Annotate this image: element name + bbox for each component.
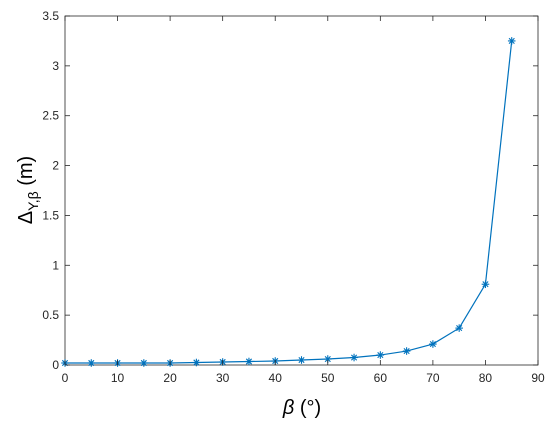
y-tick-label: 3.5 bbox=[42, 9, 59, 23]
data-point bbox=[87, 359, 96, 367]
data-point bbox=[350, 353, 358, 362]
data-point bbox=[376, 351, 385, 359]
axes-box bbox=[64, 15, 539, 366]
data-point bbox=[297, 356, 306, 364]
x-tick-label: 40 bbox=[269, 371, 283, 385]
x-tick-label: 90 bbox=[531, 371, 545, 385]
x-tick-label: 20 bbox=[163, 371, 177, 385]
x-tick-label: 60 bbox=[374, 371, 388, 385]
data-point bbox=[402, 347, 411, 355]
data-point bbox=[507, 37, 516, 45]
x-tick-label: 0 bbox=[62, 371, 69, 385]
x-axis-label: β (°) bbox=[282, 397, 321, 419]
data-point bbox=[455, 324, 463, 332]
data-point bbox=[429, 340, 437, 348]
data-point bbox=[192, 358, 201, 367]
x-tick-label: 10 bbox=[111, 371, 125, 385]
y-tick-label: 3 bbox=[52, 59, 59, 73]
y-tick-label: 0.5 bbox=[42, 308, 59, 322]
x-tick-label: 80 bbox=[479, 371, 493, 385]
y-tick-label: 0 bbox=[52, 358, 59, 372]
series-line bbox=[65, 40, 513, 364]
x-tick-label: 30 bbox=[216, 371, 230, 385]
x-tick-label: 70 bbox=[426, 371, 440, 385]
x-tick-label: 50 bbox=[321, 371, 335, 385]
y-tick-label: 2.5 bbox=[42, 109, 59, 123]
tick-layer: 0 10 20 30 40 50 60 70 80 90 0 0.5 1 1.5 2 2.5 3 3.5 bbox=[42, 9, 545, 385]
y-axis-label: ΔY,β (m) bbox=[15, 156, 41, 224]
y-tick-label: 2 bbox=[52, 159, 59, 173]
data-point bbox=[481, 280, 490, 289]
data-point bbox=[245, 357, 253, 366]
y-tick-label: 1 bbox=[52, 258, 59, 272]
y-tick-label: 1.5 bbox=[42, 208, 59, 222]
data-point bbox=[140, 359, 148, 367]
plot-area bbox=[64, 15, 539, 366]
